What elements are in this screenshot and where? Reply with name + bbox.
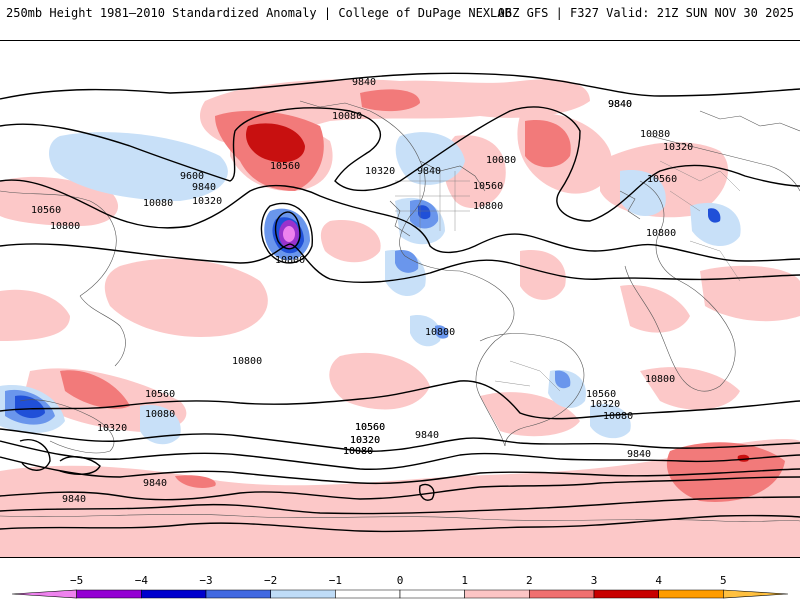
map-title: 250mb Height 1981–2010 Standardized Anom…: [6, 6, 512, 20]
contour-label: 10080: [332, 111, 362, 122]
colorbar-tick-label: 2: [526, 574, 533, 587]
contour-label: 9840: [608, 99, 632, 110]
contour-label: 10560: [145, 389, 175, 400]
model-valid-time: 06Z GFS | F327 Valid: 21Z SUN NOV 30 202…: [497, 6, 794, 20]
colorbar-swatch: [76, 589, 142, 599]
contour-label: 10800: [50, 221, 80, 232]
contour-label: 10320: [192, 196, 222, 207]
contour-label: 9840: [417, 166, 441, 177]
colorbar-tick-label: −2: [264, 574, 277, 587]
colorbar-tick-label: −4: [135, 574, 149, 587]
colorbar-swatch: [464, 589, 530, 599]
contour-label: 10080: [343, 446, 373, 457]
contour-labels: 9840 9840 10080 10560 9600 9840 10080 10…: [31, 77, 693, 505]
contour-label: 10560: [355, 422, 385, 433]
contour-label: 9600: [180, 171, 204, 182]
contour-label: 9840: [608, 99, 632, 110]
contour-label: 10080: [343, 446, 373, 457]
colorbar-swatch: [270, 589, 336, 599]
colorbar-swatch: [529, 589, 595, 599]
colorbar-swatch: [658, 589, 724, 599]
colorbar-tick-label: 0: [397, 574, 404, 587]
colorbar-legend: −5 −4 −3 −2 −1 0 1 2 3 4 5: [0, 568, 800, 600]
contour-label: 10080: [143, 198, 173, 209]
colorbar-tick-label: −5: [70, 574, 83, 587]
contour-label: 9840: [143, 478, 167, 489]
map-canvas: 9840 9840 10080 10560 9600 9840 10080 10…: [0, 41, 800, 557]
anomaly-map[interactable]: 9840 9840 10080 10560 9600 9840 10080 10…: [0, 40, 800, 558]
colorbar-swatch: [205, 589, 271, 599]
contour-label: 9840: [62, 494, 86, 505]
contour-label: 10080: [640, 129, 670, 140]
colorbar-swatch: [399, 589, 465, 599]
colorbar-swatch: [11, 589, 77, 599]
colorbar-tick-label: −3: [199, 574, 212, 587]
country-borders: [395, 160, 741, 392]
contour-label: 9840: [415, 430, 439, 441]
contour-label: 10320: [97, 423, 127, 434]
contour-label: 10320: [663, 142, 693, 153]
colorbar-swatch: [723, 589, 789, 599]
contour-label: 10320: [350, 435, 380, 446]
colorbar-swatch: [141, 589, 207, 599]
contour-label: 10320: [350, 435, 380, 446]
colorbar-tick-label: −1: [329, 574, 342, 587]
contour-label: 10560: [647, 174, 677, 185]
colorbar-tick-label: 1: [461, 574, 468, 587]
colorbar-tick-labels: −5 −4 −3 −2 −1 0 1 2 3 4 5: [70, 574, 727, 587]
coastlines: [0, 100, 800, 522]
contour-label: 10080: [486, 155, 516, 166]
contour-label: 10800: [425, 327, 455, 338]
contour-label: 10080: [603, 411, 633, 422]
contour-label: 10800: [473, 201, 503, 212]
contour-label: 10560: [270, 161, 300, 172]
contour-label: 10320: [590, 399, 620, 410]
contour-label: 10560: [473, 181, 503, 192]
contour-label: 9840: [352, 77, 376, 88]
contour-label: 10560: [31, 205, 61, 216]
colorbar-tick-label: 5: [720, 574, 727, 587]
colorbar-canvas: −5 −4 −3 −2 −1 0 1 2 3 4 5: [11, 574, 789, 599]
contour-label: 10800: [232, 356, 262, 367]
extreme-negative-center: [283, 226, 295, 242]
contour-label: 10320: [365, 166, 395, 177]
header: 250mb Height 1981–2010 Standardized Anom…: [0, 0, 800, 40]
colorbar-tick-label: 3: [591, 574, 598, 587]
contour-label: 10800: [645, 374, 675, 385]
contour-label: 9840: [192, 182, 216, 193]
contour-label: 10560: [586, 389, 616, 400]
contour-label: 10800: [275, 255, 305, 266]
contour-label: 9840: [627, 449, 651, 460]
colorbar-swatch: [593, 589, 659, 599]
colorbar-swatches: [11, 589, 789, 599]
contour-label: 10800: [646, 228, 676, 239]
height-contours: [0, 72, 800, 533]
contour-label: 10080: [145, 409, 175, 420]
colorbar-tick-label: 4: [655, 574, 662, 587]
strong-positive-anomaly: [245, 123, 750, 462]
contour-label: 10560: [355, 422, 385, 433]
colorbar-swatch: [335, 589, 401, 599]
